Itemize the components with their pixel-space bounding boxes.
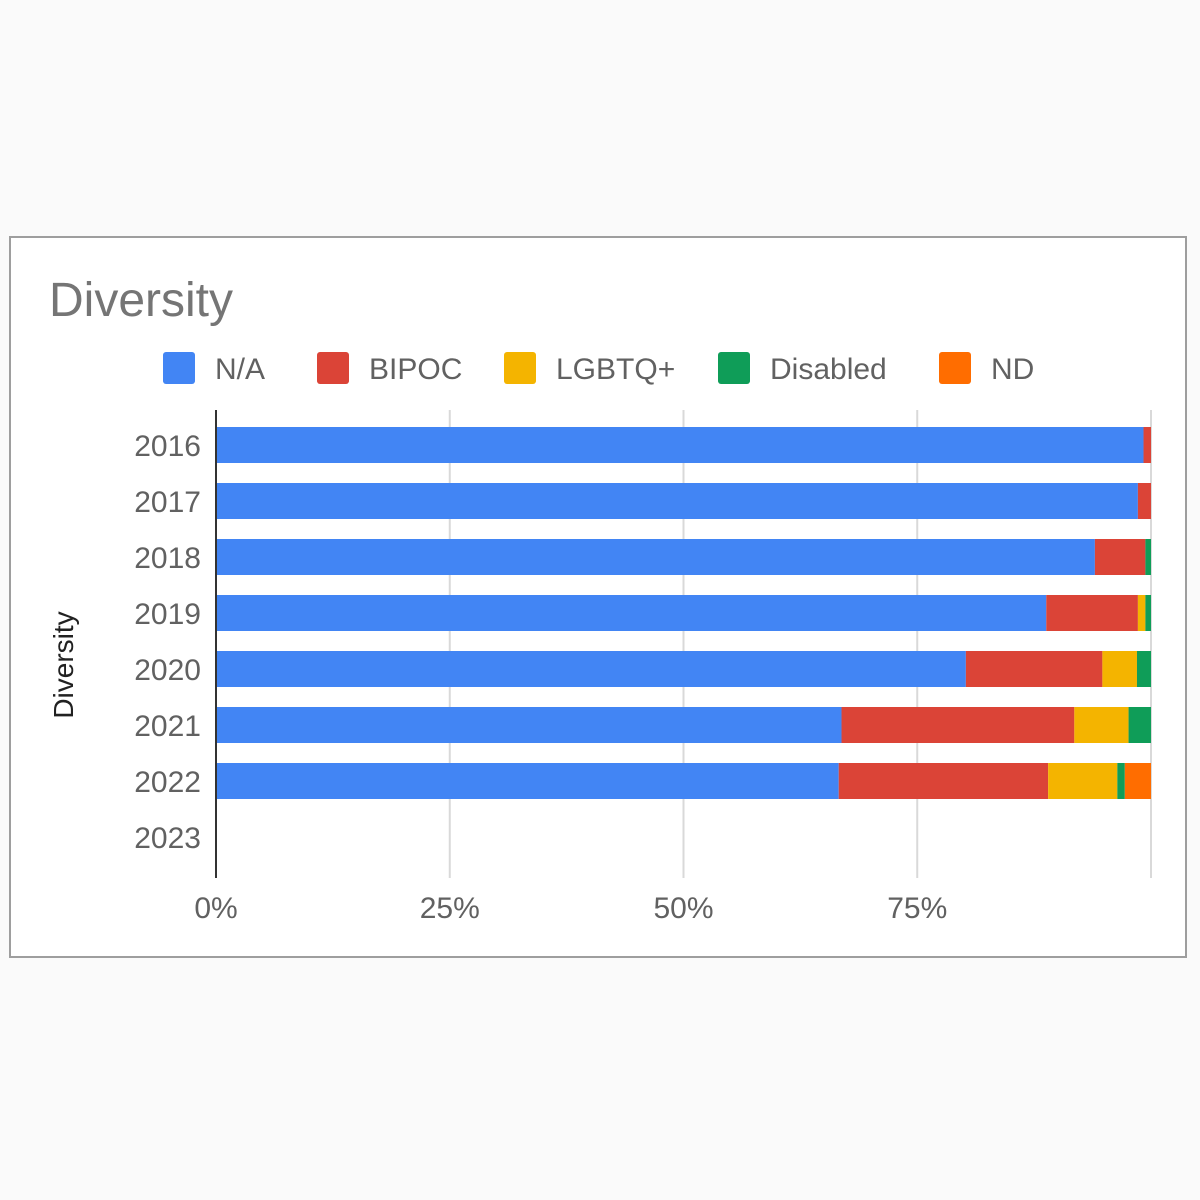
- legend-item-disabled[interactable]: Disabled: [718, 352, 887, 386]
- bar-2020-lgbtq[interactable]: [1102, 651, 1137, 687]
- bar-2022-nd[interactable]: [1124, 763, 1151, 799]
- bar-2017-bipoc[interactable]: [1137, 483, 1151, 519]
- y-tick-2022: 2022: [134, 766, 201, 799]
- bar-2018-bipoc[interactable]: [1094, 539, 1146, 575]
- y-tick-labels: 2016 2017 2018 2019 2020 2021 2022 2023: [134, 430, 201, 855]
- legend-item-bipoc[interactable]: BIPOC: [317, 352, 462, 386]
- x-tick-labels: 0% 25% 50% 75%: [194, 892, 947, 925]
- bar-2019-lgbtq[interactable]: [1137, 595, 1146, 631]
- bar-2019-n-a[interactable]: [216, 595, 1047, 631]
- legend-swatch-disabled: [718, 352, 750, 384]
- chart-card: Diversity N/A BIPOC LGBTQ+ Disabled ND 2016 2…: [9, 236, 1187, 958]
- y-tick-2019: 2019: [134, 598, 201, 631]
- legend-label-bipoc: BIPOC: [369, 353, 462, 386]
- bar-2019-disabled[interactable]: [1145, 595, 1151, 631]
- bar-2021-disabled[interactable]: [1128, 707, 1151, 743]
- legend-label-nd: ND: [991, 353, 1034, 386]
- legend-swatch-n-a: [163, 352, 195, 384]
- bar-2022-n-a[interactable]: [216, 763, 839, 799]
- bar-2021-n-a[interactable]: [216, 707, 842, 743]
- legend-item-n-a[interactable]: N/A: [163, 352, 265, 386]
- x-tick-25: 25%: [420, 892, 480, 925]
- bars: [216, 427, 1151, 799]
- chart-title: Diversity: [49, 274, 233, 327]
- bar-2021-bipoc[interactable]: [841, 707, 1075, 743]
- bar-2018-n-a[interactable]: [216, 539, 1095, 575]
- bar-2021-lgbtq[interactable]: [1074, 707, 1129, 743]
- bar-2020-bipoc[interactable]: [965, 651, 1103, 687]
- bar-2020-n-a[interactable]: [216, 651, 966, 687]
- bar-2016-n-a[interactable]: [216, 427, 1144, 463]
- legend-item-nd[interactable]: ND: [939, 352, 1034, 386]
- bar-2016-bipoc[interactable]: [1143, 427, 1151, 463]
- bar-2022-bipoc[interactable]: [838, 763, 1049, 799]
- y-tick-2016: 2016: [134, 430, 201, 463]
- y-tick-2017: 2017: [134, 486, 201, 519]
- x-tick-50: 50%: [653, 892, 713, 925]
- bar-2022-disabled[interactable]: [1117, 763, 1125, 799]
- legend-label-lgbtq: LGBTQ+: [556, 353, 675, 386]
- legend: N/A BIPOC LGBTQ+ Disabled ND: [163, 352, 1034, 386]
- y-tick-2018: 2018: [134, 542, 201, 575]
- bar-2017-n-a[interactable]: [216, 483, 1138, 519]
- y-tick-2021: 2021: [134, 710, 201, 743]
- bar-2018-disabled[interactable]: [1145, 539, 1151, 575]
- legend-swatch-lgbtq: [504, 352, 536, 384]
- legend-label-disabled: Disabled: [770, 353, 887, 386]
- y-tick-2023: 2023: [134, 822, 201, 855]
- y-tick-2020: 2020: [134, 654, 201, 687]
- bar-2020-disabled[interactable]: [1136, 651, 1151, 687]
- legend-swatch-bipoc: [317, 352, 349, 384]
- x-tick-75: 75%: [887, 892, 947, 925]
- legend-swatch-nd: [939, 352, 971, 384]
- gridlines: [448, 410, 1152, 878]
- x-tick-0: 0%: [194, 892, 237, 925]
- legend-item-lgbtq[interactable]: LGBTQ+: [504, 352, 675, 386]
- chart-svg: Diversity N/A BIPOC LGBTQ+ Disabled ND 20162…: [48, 274, 1152, 925]
- legend-label-n-a: N/A: [215, 353, 265, 386]
- y-axis-title: Diversity: [48, 611, 79, 718]
- bar-2019-bipoc[interactable]: [1046, 595, 1138, 631]
- bar-2022-lgbtq[interactable]: [1048, 763, 1118, 799]
